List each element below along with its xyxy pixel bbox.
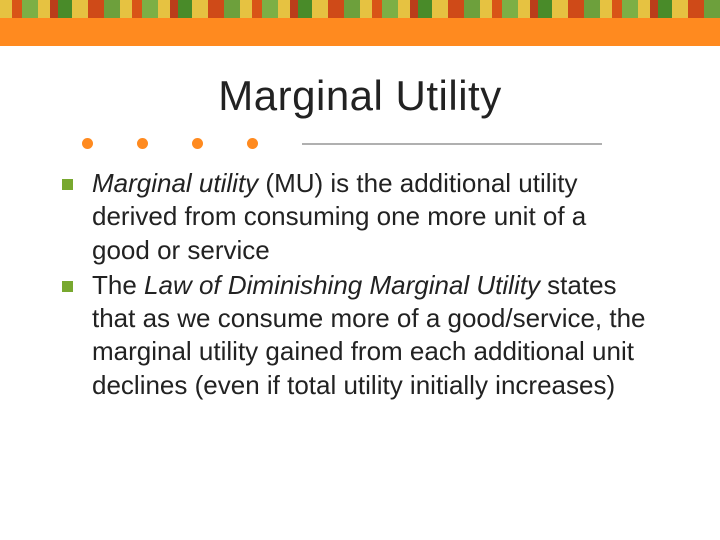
italic-term: Law of Diminishing Marginal Utility (144, 270, 540, 300)
orange-bar (0, 18, 720, 46)
decor-dot (247, 138, 258, 149)
decor-dot (82, 138, 93, 149)
decor-dot (192, 138, 203, 149)
italic-term: Marginal utility (92, 168, 265, 198)
list-item: Marginal utility (MU) is the additional … (92, 167, 650, 267)
bullet-icon (62, 281, 73, 292)
body-text: Marginal utility (MU) is the additional … (92, 167, 650, 402)
slide-title: Marginal Utility (218, 72, 501, 119)
item-text-pre: The (92, 270, 144, 300)
decorative-dots-rule (82, 138, 720, 149)
decor-rule (302, 143, 602, 145)
bullet-icon (62, 179, 73, 190)
list-item: The Law of Diminishing Marginal Utility … (92, 269, 650, 402)
title-container: Marginal Utility (0, 72, 720, 120)
decorative-top-strip (0, 0, 720, 18)
decor-dot (137, 138, 148, 149)
